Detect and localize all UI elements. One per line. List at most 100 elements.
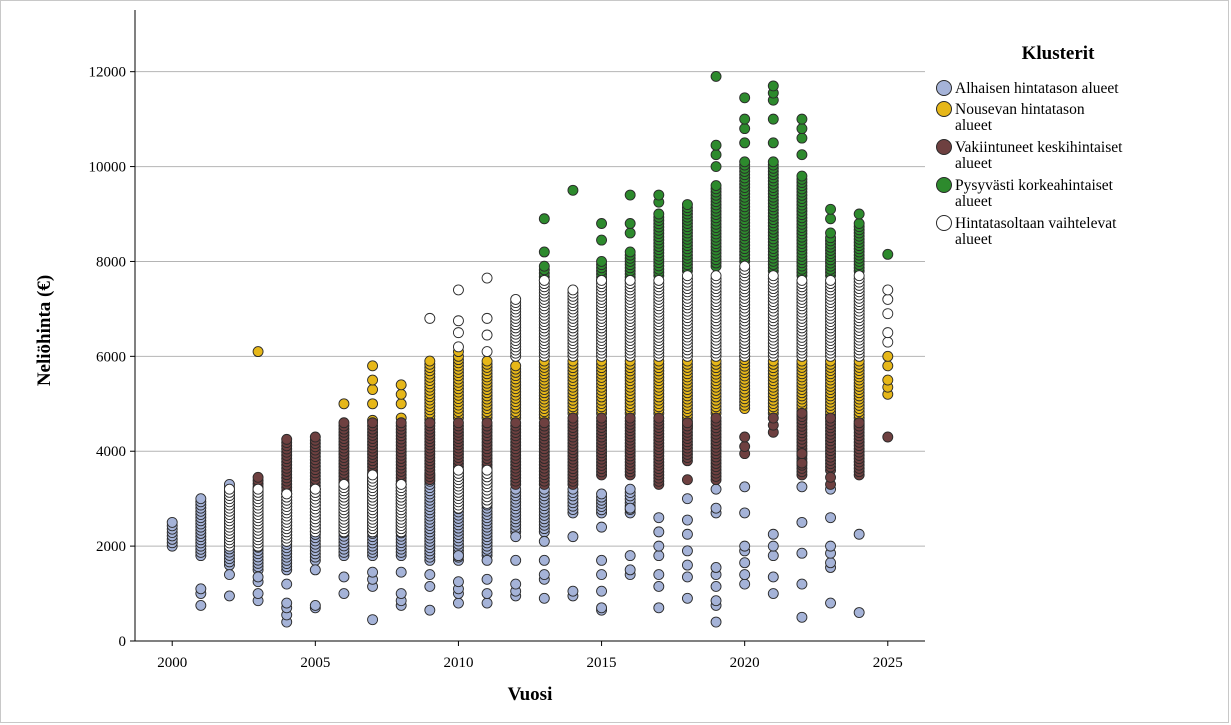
data-point (424, 417, 436, 429)
data-point (739, 507, 751, 519)
data-point (796, 149, 808, 161)
data-point (481, 554, 493, 566)
data-point (395, 566, 407, 578)
data-point (653, 580, 665, 592)
data-point (681, 474, 693, 486)
data-point (596, 521, 608, 533)
data-point (596, 234, 608, 246)
data-point (596, 569, 608, 581)
data-point (710, 562, 722, 573)
data-point (538, 569, 550, 581)
data-point (767, 588, 779, 600)
data-point (452, 464, 464, 476)
data-point (796, 274, 808, 286)
data-point (681, 528, 693, 540)
legend-label: Nousevan hintatason alueet (955, 101, 1085, 134)
x-tick-label: 2010 (443, 655, 473, 671)
data-point (481, 355, 493, 367)
data-point (624, 274, 636, 286)
data-point (338, 571, 350, 583)
legend-label: Pysyvästi korkeahintaiset alueet (955, 177, 1114, 210)
data-point (882, 336, 894, 348)
data-point (653, 412, 665, 424)
data-point (653, 274, 665, 286)
data-point (796, 170, 808, 182)
data-point (567, 284, 579, 296)
x-tick-label: 2025 (873, 655, 903, 671)
data-point (882, 350, 894, 362)
data-point (567, 184, 579, 196)
data-point (825, 597, 836, 609)
data-point (739, 431, 751, 443)
y-tick-label: 8000 (96, 254, 126, 270)
data-point (796, 547, 808, 559)
data-point (452, 597, 464, 609)
legend-marker (936, 80, 952, 96)
y-tick-label: 0 (119, 634, 127, 650)
data-point (338, 417, 350, 429)
data-point (710, 616, 722, 628)
data-point (739, 137, 751, 149)
data-points (166, 70, 894, 628)
data-point (739, 260, 751, 272)
data-point (452, 576, 464, 588)
data-point (424, 604, 436, 616)
data-point (281, 488, 293, 500)
legend-marker (936, 177, 952, 193)
data-point (567, 412, 579, 424)
data-point (739, 481, 751, 493)
y-tick-label: 12000 (89, 65, 127, 81)
data-point (624, 227, 636, 239)
legend-marker (936, 101, 952, 117)
data-point (281, 597, 293, 609)
data-point (796, 611, 808, 623)
data-point (166, 516, 178, 528)
data-point (481, 464, 493, 476)
data-point (510, 360, 522, 372)
data-point (653, 540, 665, 552)
data-point (567, 585, 579, 597)
data-point (624, 246, 636, 258)
data-point (710, 502, 722, 514)
data-point (452, 327, 464, 339)
data-point (596, 274, 608, 286)
data-point (653, 550, 665, 562)
y-tick-label: 4000 (96, 444, 126, 460)
data-point (624, 483, 636, 495)
data-point (281, 433, 293, 445)
data-point (882, 327, 894, 339)
data-point (624, 189, 636, 201)
data-point (224, 590, 235, 602)
data-point (510, 293, 522, 305)
data-point (739, 441, 751, 452)
data-point (309, 564, 321, 576)
data-point (596, 256, 608, 267)
data-point (510, 554, 522, 566)
data-point (825, 557, 836, 569)
tick-labels: 0 2000 4000 6000 8000 10000 12000 2000 2005 2010 2… (89, 65, 903, 671)
data-point (653, 526, 665, 538)
data-point (195, 583, 207, 595)
data-point (338, 478, 350, 490)
data-point (481, 329, 493, 341)
data-point (367, 614, 379, 626)
legend-label: Alhaisen hintatason alueet (955, 80, 1119, 97)
data-point (853, 528, 865, 540)
data-point (624, 412, 636, 424)
data-point (596, 412, 608, 424)
data-point (538, 535, 550, 547)
data-point (195, 599, 207, 611)
data-point (825, 274, 836, 286)
legend-label: Vakiintuneet keskihintaiset alueet (955, 139, 1123, 172)
data-point (853, 270, 865, 282)
data-point (281, 578, 293, 590)
data-point (681, 571, 693, 583)
data-point (481, 417, 493, 429)
data-point (510, 531, 522, 543)
data-point (624, 550, 636, 562)
data-point (424, 569, 436, 581)
data-point (825, 471, 836, 483)
data-point (653, 208, 665, 220)
data-point (882, 374, 894, 386)
